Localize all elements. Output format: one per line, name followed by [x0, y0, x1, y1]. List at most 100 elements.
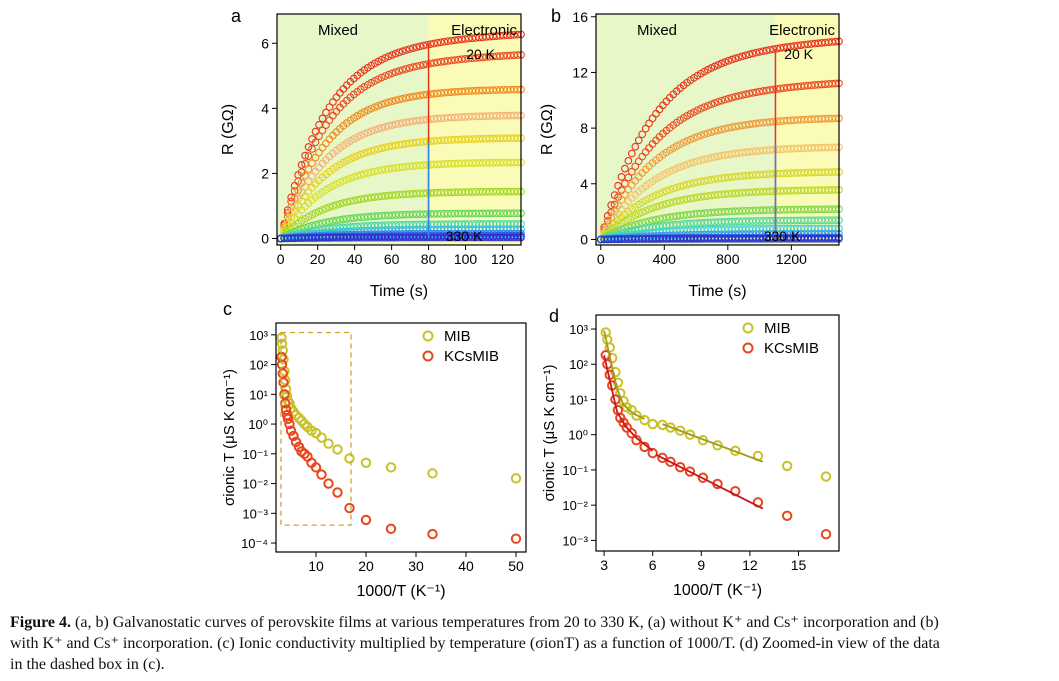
data-point	[405, 64, 414, 72]
x-axis-label: 1000/T (K⁻¹)	[673, 582, 762, 599]
data-point	[370, 126, 379, 134]
data-point	[346, 155, 355, 163]
data-point	[697, 104, 705, 113]
data-point	[617, 195, 626, 204]
data-point	[638, 218, 647, 227]
label-mixed: Mixed	[318, 22, 358, 39]
data-point	[638, 130, 647, 139]
data-point	[367, 104, 376, 113]
data-point	[395, 95, 403, 104]
data-point	[748, 49, 757, 58]
data-point	[659, 200, 667, 209]
data-point	[311, 220, 320, 229]
data-point	[285, 425, 297, 436]
data-point	[741, 51, 750, 60]
data-point	[395, 119, 403, 128]
data-point	[304, 165, 313, 174]
y-tick-label: 4	[261, 100, 269, 116]
data-point	[634, 136, 643, 145]
data-point	[385, 462, 397, 473]
data-point	[641, 206, 650, 215]
data-point	[297, 161, 306, 169]
label-20k: 20 K	[784, 46, 813, 62]
data-point	[278, 354, 289, 365]
data-point	[360, 170, 369, 178]
data-point	[662, 199, 671, 208]
data-point	[356, 131, 365, 140]
data-point	[353, 152, 362, 160]
panel-c: 10 20 30 40 50 10⁻⁴ 10⁻³ 10⁻² 10⁻¹ 10⁰ 10¹ 10² 10³ MI…	[221, 299, 527, 600]
data-point	[710, 62, 719, 71]
y-tick-label: 8	[580, 120, 588, 136]
x-tick-label: 120	[491, 251, 515, 267]
y-axis-label: R (GΩ)	[539, 104, 556, 155]
data-point	[714, 126, 723, 135]
x-tick-label: 1200	[776, 251, 807, 267]
data-point	[395, 48, 403, 57]
x-tick-label: 40	[458, 558, 474, 574]
data-point	[329, 202, 337, 210]
y-tick-label: 10⁻¹	[242, 447, 268, 462]
data-point	[672, 183, 681, 192]
data-point	[284, 418, 295, 430]
data-point	[738, 52, 747, 61]
data-point	[676, 196, 685, 205]
data-point	[346, 197, 355, 206]
data-point	[665, 199, 674, 207]
x-tick-label: 15	[791, 557, 807, 573]
data-point	[717, 125, 726, 134]
legend-label: KCsMIB	[764, 340, 819, 357]
data-point	[731, 92, 740, 101]
data-point	[349, 153, 358, 162]
x-tick-label: 800	[716, 251, 740, 267]
data-point	[409, 44, 417, 52]
fit-line	[662, 423, 764, 463]
data-point	[402, 65, 410, 73]
data-point	[336, 178, 344, 187]
data-point	[304, 177, 313, 186]
data-point	[648, 204, 657, 213]
data-point	[684, 466, 696, 477]
data-point	[332, 487, 343, 498]
data-point	[388, 142, 396, 150]
data-point	[381, 54, 390, 62]
data-point	[624, 156, 633, 165]
data-point	[384, 70, 393, 79]
panel-a: Mixed Electronic 20 K 330 K 0 20 40 60 80 100 120 0…	[220, 6, 525, 300]
data-point	[423, 40, 431, 49]
data-point	[669, 198, 678, 206]
data-point	[430, 39, 438, 48]
data-point	[287, 213, 295, 222]
data-point	[683, 137, 691, 145]
x-tick-label: 0	[277, 251, 285, 267]
data-point	[703, 129, 712, 138]
y-tick-label: 10⁻³	[562, 533, 588, 548]
data-point	[318, 114, 327, 123]
data-point	[311, 153, 320, 162]
data-point	[693, 157, 702, 166]
data-point	[416, 61, 424, 70]
data-point	[675, 425, 686, 436]
data-point	[717, 59, 726, 68]
data-point	[419, 60, 428, 69]
y-tick-label: 10⁻³	[242, 506, 268, 521]
y-tick-label: 0	[261, 230, 269, 246]
caption-label: Figure 4.	[10, 614, 72, 631]
data-point	[322, 108, 330, 117]
data-point	[697, 156, 705, 165]
data-point	[735, 53, 743, 62]
fit-line	[603, 330, 645, 420]
data-point	[308, 145, 316, 153]
data-point	[607, 213, 615, 222]
data-point	[412, 43, 421, 52]
data-point	[367, 168, 376, 177]
x-tick-label: 80	[421, 251, 437, 267]
data-point	[377, 123, 386, 132]
data-point	[391, 49, 400, 58]
data-point	[621, 179, 629, 188]
y-tick-label: 10²	[249, 358, 268, 373]
data-point	[752, 48, 760, 57]
data-point	[634, 219, 643, 228]
data-point	[412, 62, 421, 71]
y-tick-label: 6	[261, 35, 269, 51]
